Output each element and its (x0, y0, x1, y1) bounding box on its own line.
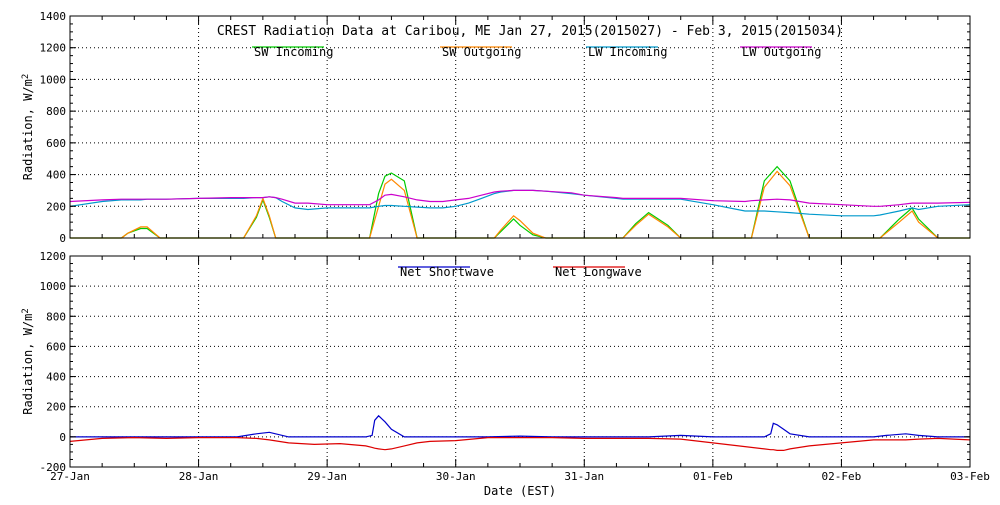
y-tick-label: 0 (59, 232, 66, 245)
y-tick-label: 1400 (40, 10, 67, 23)
y-axis-title: Radiation, W/m2 (21, 308, 35, 415)
series-line-1 (69, 436, 971, 451)
y-tick-label: 1200 (40, 42, 67, 55)
y-tick-label: 1200 (40, 250, 67, 263)
series-line-0 (70, 165, 970, 239)
grid-layer (70, 16, 970, 467)
y-tick-label: 400 (46, 371, 66, 384)
series-line-0 (70, 414, 970, 438)
x-axis-title: Date (EST) (484, 484, 556, 498)
y-tick-label: 1000 (40, 280, 67, 293)
y-axis-title-superscript: 2 (21, 308, 31, 313)
y-tick-label: 600 (46, 340, 66, 353)
x-tick-label: 28-Jan (179, 470, 219, 483)
x-tick-label: 27-Jan (50, 470, 90, 483)
y-tick-label: -200 (40, 461, 67, 474)
legend-label-0: SW Incoming (254, 45, 333, 59)
x-tick-label: 29-Jan (307, 470, 347, 483)
x-tick-label: 01-Feb (693, 470, 733, 483)
y-axis-title-text: Radiation, W/m (21, 314, 35, 415)
x-tick-label: 31-Jan (564, 470, 604, 483)
legend-label-0: Net Shortwave (400, 265, 494, 279)
y-tick-label: 1000 (40, 73, 67, 86)
y-axis-title-superscript: 2 (21, 74, 31, 79)
x-tick-label: 30-Jan (436, 470, 476, 483)
y-tick-label: 200 (46, 401, 66, 414)
series-line-3 (69, 189, 971, 207)
y-tick-label: 600 (46, 137, 66, 150)
legend-label-1: SW Outgoing (442, 45, 521, 59)
y-tick-label: 400 (46, 169, 66, 182)
y-tick-label: 200 (46, 200, 66, 213)
legend-label-1: Net Longwave (555, 265, 642, 279)
series-layer (69, 165, 971, 451)
legend-label-2: LW Incoming (588, 45, 667, 59)
chart-title: CREST Radiation Data at Caribou, ME Jan … (217, 24, 843, 39)
y-tick-label: 800 (46, 105, 66, 118)
legend-label-3: LW Outgoing (742, 45, 821, 59)
frame-layer (69, 15, 971, 468)
y-tick-label: 800 (46, 310, 66, 323)
y-axis-title-text: Radiation, W/m (21, 79, 35, 180)
y-axis-title: Radiation, W/m2 (21, 74, 35, 181)
x-tick-label: 03-Feb (950, 470, 990, 483)
series-line-2 (69, 189, 971, 217)
x-tick-label: 02-Feb (822, 470, 862, 483)
plot-frame (69, 255, 971, 468)
y-tick-label: 0 (59, 431, 66, 444)
